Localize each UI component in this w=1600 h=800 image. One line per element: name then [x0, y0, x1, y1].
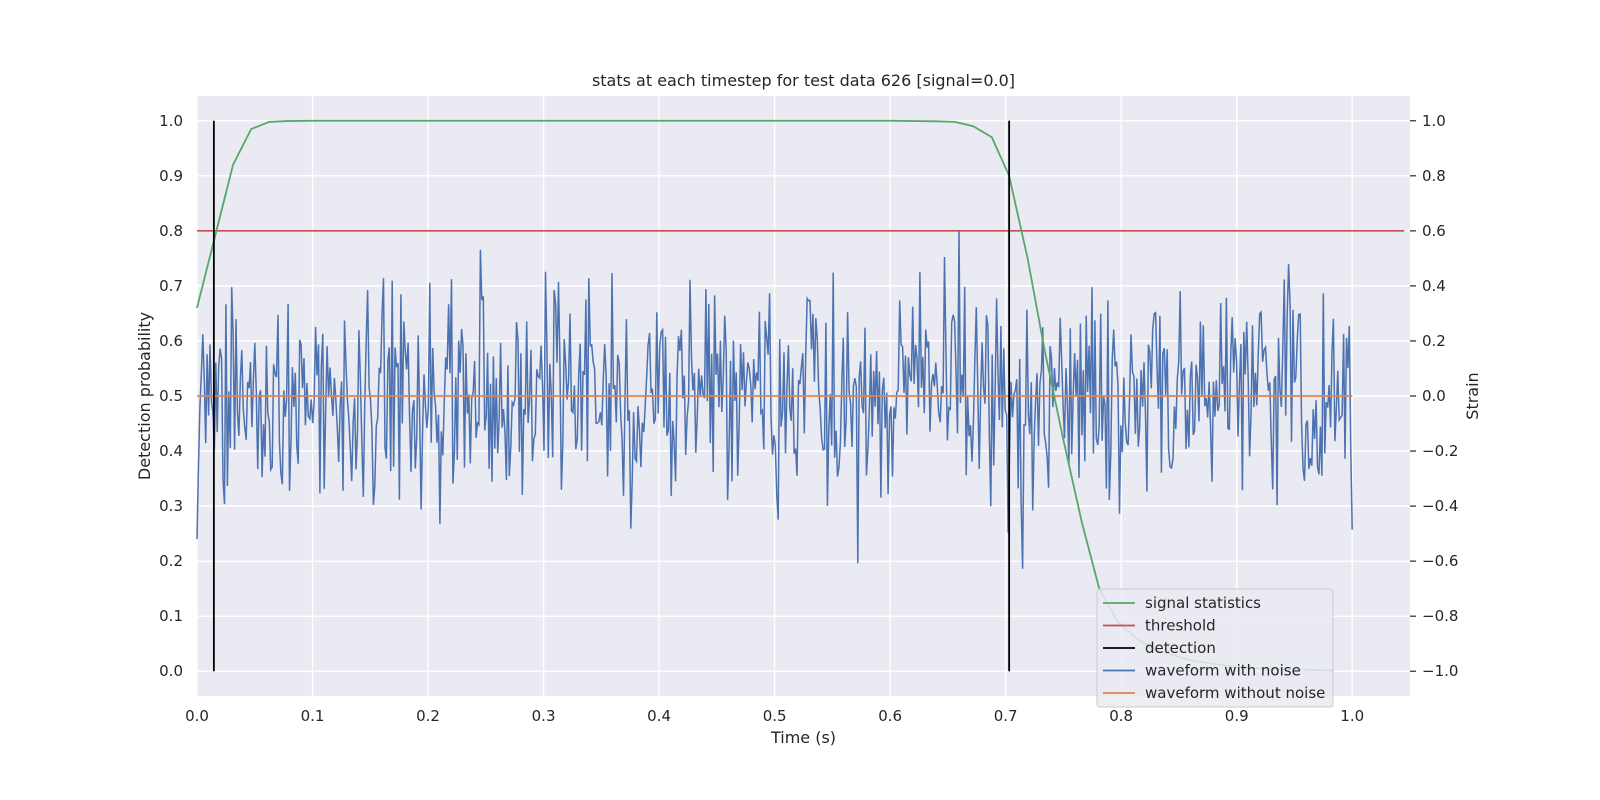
x-tick-label: 0.3 [532, 707, 556, 725]
left-y-axis-label: Detection probability [135, 312, 154, 480]
right-y-axis-label: Strain [1463, 372, 1482, 419]
chart-title: stats at each timestep for test data 626… [592, 71, 1015, 90]
right-y-tick-label: 1.0 [1422, 112, 1446, 130]
left-y-tick-label: 0.8 [159, 222, 183, 240]
left-y-tick-label: 0.0 [159, 662, 183, 680]
right-y-tick-label: −0.8 [1422, 607, 1458, 625]
x-tick-label: 0.1 [301, 707, 325, 725]
right-y-axis: −1.0 −0.8 −0.6 −0.4 −0.2 0.0 0.2 0.4 0.6 0.8 1.0 [1410, 112, 1458, 680]
left-y-tick-label: 0.1 [159, 607, 183, 625]
x-tick-label: 0.9 [1225, 707, 1249, 725]
left-y-tick-label: 0.2 [159, 552, 183, 570]
x-tick-label: 0.2 [416, 707, 440, 725]
right-y-tick-label: 0.8 [1422, 167, 1446, 185]
x-tick-label: 0.6 [878, 707, 902, 725]
x-axis-label: Time (s) [770, 728, 836, 747]
right-y-tick-label: 0.4 [1422, 277, 1446, 295]
x-tick-label: 1.0 [1340, 707, 1364, 725]
right-y-tick-label: −0.6 [1422, 552, 1458, 570]
right-y-tick-label: 0.6 [1422, 222, 1446, 240]
legend-box [1096, 588, 1334, 708]
right-y-tick-label: −0.4 [1422, 497, 1458, 515]
right-y-tick-label: 0.0 [1422, 387, 1446, 405]
legend-label: threshold [1145, 617, 1216, 635]
left-y-tick-label: 0.6 [159, 332, 183, 350]
right-y-tick-label: −0.2 [1422, 442, 1458, 460]
left-y-tick-label: 0.4 [159, 442, 183, 460]
legend-label: waveform without noise [1145, 684, 1325, 702]
x-tick-label: 0.4 [647, 707, 671, 725]
left-y-tick-label: 1.0 [159, 112, 183, 130]
legend-label: signal statistics [1145, 594, 1261, 612]
right-y-tick-label: 0.2 [1422, 332, 1446, 350]
left-y-tick-label: 0.7 [159, 277, 183, 295]
legend-label: detection [1145, 639, 1216, 657]
x-tick-label: 0.0 [185, 707, 209, 725]
x-tick-label: 0.5 [763, 707, 787, 725]
left-y-axis: 0.0 0.1 0.2 0.3 0.4 0.5 0.6 0.7 0.8 0.9 1.0 [159, 112, 183, 680]
left-y-tick-label: 0.3 [159, 497, 183, 515]
legend: signal statistics threshold detection wavef… [1096, 588, 1334, 708]
left-y-tick-label: 0.5 [159, 387, 183, 405]
x-tick-label: 0.7 [994, 707, 1018, 725]
x-tick-label: 0.8 [1109, 707, 1133, 725]
series-waveform-with-noise [196, 230, 1353, 569]
left-y-tick-label: 0.9 [159, 167, 183, 185]
x-axis: 0.0 0.1 0.2 0.3 0.4 0.5 0.6 0.7 0.8 0.9 1.0 [185, 707, 1364, 725]
legend-label: waveform with noise [1145, 662, 1301, 680]
right-y-tick-label: −1.0 [1422, 662, 1458, 680]
